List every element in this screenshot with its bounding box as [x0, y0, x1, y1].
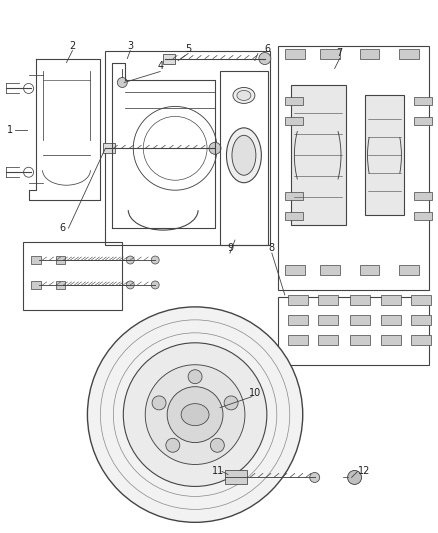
Bar	[399, 265, 419, 275]
Text: 3: 3	[127, 41, 133, 51]
Text: 5: 5	[185, 44, 191, 54]
Bar	[56, 256, 66, 264]
Bar	[288, 295, 308, 305]
Circle shape	[209, 142, 221, 154]
Bar	[350, 335, 370, 345]
Bar	[381, 295, 401, 305]
Circle shape	[210, 438, 224, 453]
Text: 10: 10	[249, 387, 261, 398]
Bar	[23, 242, 122, 310]
Text: 6: 6	[265, 44, 271, 54]
Bar	[103, 143, 115, 154]
Bar	[31, 256, 41, 264]
Bar	[278, 46, 429, 290]
Bar	[278, 297, 429, 365]
Circle shape	[145, 365, 245, 464]
Bar	[285, 98, 303, 106]
Circle shape	[88, 307, 303, 522]
Bar	[288, 335, 308, 345]
Bar	[225, 471, 247, 484]
Bar	[414, 212, 432, 220]
Bar	[318, 295, 338, 305]
Circle shape	[310, 472, 320, 482]
Circle shape	[126, 256, 134, 264]
Bar	[285, 49, 305, 59]
Circle shape	[117, 77, 127, 87]
Circle shape	[348, 471, 361, 484]
Ellipse shape	[233, 87, 255, 103]
Ellipse shape	[181, 403, 209, 425]
Ellipse shape	[232, 135, 256, 175]
Circle shape	[151, 281, 159, 289]
Bar	[285, 117, 303, 125]
Bar	[411, 315, 431, 325]
Text: 12: 12	[358, 466, 371, 477]
Bar	[163, 53, 175, 63]
Circle shape	[188, 370, 202, 384]
Circle shape	[166, 438, 180, 453]
Circle shape	[124, 343, 267, 487]
Bar	[318, 315, 338, 325]
Bar	[285, 192, 303, 200]
Bar	[291, 85, 346, 225]
Bar	[350, 315, 370, 325]
Bar	[360, 265, 379, 275]
Text: 4: 4	[157, 61, 163, 70]
Text: 6: 6	[60, 223, 66, 233]
Bar	[360, 49, 379, 59]
Circle shape	[151, 256, 159, 264]
Bar	[381, 315, 401, 325]
Text: 11: 11	[212, 466, 224, 477]
Circle shape	[126, 281, 134, 289]
Circle shape	[224, 396, 238, 410]
Bar	[414, 117, 432, 125]
Ellipse shape	[237, 91, 251, 100]
Bar	[106, 51, 270, 245]
Circle shape	[167, 386, 223, 442]
Bar	[381, 335, 401, 345]
Bar	[288, 315, 308, 325]
Text: 8: 8	[269, 243, 275, 253]
Bar	[285, 265, 305, 275]
Text: 2: 2	[69, 41, 76, 51]
Circle shape	[152, 396, 166, 410]
Text: 1: 1	[7, 125, 13, 135]
Bar	[220, 70, 268, 245]
Bar	[414, 98, 432, 106]
Bar	[285, 212, 303, 220]
Bar	[411, 335, 431, 345]
Text: 9: 9	[227, 243, 233, 253]
Bar	[31, 281, 41, 289]
Circle shape	[259, 53, 271, 64]
Bar	[350, 295, 370, 305]
Text: 7: 7	[336, 47, 343, 58]
Bar	[414, 192, 432, 200]
Bar	[56, 281, 66, 289]
Bar	[364, 95, 404, 215]
Bar	[399, 49, 419, 59]
Bar	[320, 265, 339, 275]
Bar	[320, 49, 339, 59]
Bar	[411, 295, 431, 305]
Ellipse shape	[226, 128, 261, 183]
Bar	[318, 335, 338, 345]
